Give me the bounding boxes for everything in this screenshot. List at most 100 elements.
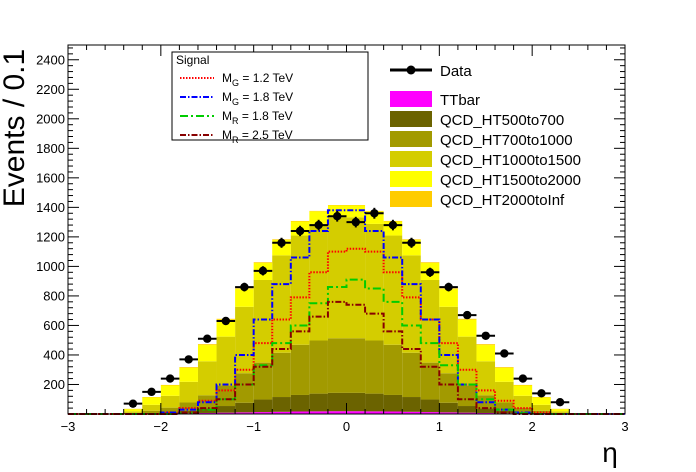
- legend-label-qcd-ht1500to2000: QCD_HT1500to2000: [440, 172, 581, 189]
- stack-bar-ttbar: [420, 412, 440, 414]
- stack-bar-qcd-ht500to700: [439, 402, 458, 413]
- legend-swatch-qcd-ht1000to1500: [390, 151, 432, 167]
- stack-bar-qcd-ht700to1000: [346, 338, 366, 393]
- stack-bar-qcd-ht1000to1500: [123, 411, 143, 413]
- stack-bar-qcd-ht500to700: [402, 397, 421, 412]
- stack-bar-qcd-ht700to1000: [253, 362, 273, 400]
- x-axis-label: η: [602, 437, 618, 468]
- legend-label-qcd-ht700to1000: QCD_HT700to1000: [440, 132, 573, 149]
- stack-bar-ttbar: [346, 411, 366, 414]
- stack-bar-qcd-ht700to1000: [235, 373, 254, 403]
- legend-swatch-qcd-ht500to700: [390, 111, 432, 127]
- legend-label-ttbar: TTbar: [440, 92, 480, 109]
- stack-bar-qcd-ht500to700: [290, 394, 310, 412]
- stack-bar-qcd-ht2000toinf: [197, 344, 217, 346]
- x-tick-label: 2: [529, 419, 536, 434]
- stack-bar-qcd-ht1000to1500: [290, 235, 310, 345]
- stack-bar-ttbar: [290, 411, 310, 414]
- stack-bar-qcd-ht2000toinf: [179, 367, 198, 368]
- stack-bar-qcd-ht700to1000: [439, 373, 458, 403]
- stack-bar-qcd-ht1500to2000: [197, 345, 217, 362]
- stack-bar-qcd-ht700to1000: [142, 410, 161, 413]
- stack-bar-qcd-ht1000to1500: [550, 411, 570, 413]
- stack-bar-qcd-ht500to700: [216, 406, 236, 413]
- data-points: [123, 207, 570, 408]
- stack-bar-qcd-ht700to1000: [457, 385, 477, 407]
- y-tick-label: 1800: [36, 141, 65, 156]
- x-tick-label: −2: [153, 419, 168, 434]
- data-point: [351, 217, 360, 227]
- data-point: [333, 212, 342, 221]
- data-point: [221, 316, 231, 326]
- stack-bar-ttbar: [253, 412, 273, 414]
- stack-bar-qcd-ht1500to2000: [457, 319, 477, 337]
- data-point: [425, 268, 435, 277]
- legend-swatch-ttbar: [390, 91, 432, 107]
- stack-bar-qcd-ht500to700: [327, 392, 347, 412]
- stack-bar-qcd-ht2000toinf: [290, 220, 310, 222]
- stack-bar-qcd-ht1000to1500: [383, 235, 403, 345]
- y-tick-label: 2400: [36, 52, 65, 67]
- stack-bar-qcd-ht2000toinf: [513, 384, 533, 386]
- stack-bar-qcd-ht1500to2000: [495, 367, 514, 382]
- data-point: [165, 374, 175, 383]
- stack-bar-qcd-ht1000to1500: [160, 395, 180, 408]
- data-point: [537, 389, 546, 398]
- stack-bar-qcd-ht1000to1500: [457, 336, 477, 386]
- stack-bar-qcd-ht1000to1500: [365, 223, 384, 341]
- stack-bar-qcd-ht1000to1500: [179, 381, 198, 403]
- signal-legend: Signal MG = 1.2 TeV MG = 1.8 TeV MR = 1.8 …: [171, 51, 369, 145]
- data-point: [258, 266, 268, 276]
- stack-bar-qcd-ht1000to1500: [439, 306, 458, 374]
- signal-legend-label: MG = 1.8 TeV: [222, 90, 293, 107]
- data-point: [314, 220, 323, 230]
- stack-bar-qcd-ht1500to2000: [179, 367, 198, 382]
- data-point: [184, 355, 193, 364]
- stack-bar-ttbar: [476, 412, 496, 414]
- x-tick-label: 0: [343, 419, 350, 434]
- stack-bar-qcd-ht1000to1500: [513, 395, 533, 408]
- stack-bar-qcd-ht1000to1500: [402, 255, 421, 353]
- stack-bar-qcd-ht700to1000: [290, 344, 310, 395]
- stack-bar-qcd-ht700to1000: [365, 340, 384, 394]
- stack-bar-qcd-ht500to700: [197, 408, 217, 413]
- stack-bar-qcd-ht1500to2000: [346, 205, 366, 218]
- main-legend: Data TTbar QCD_HT500to700 QCD_HT700to1000 QC…: [390, 63, 581, 209]
- stack-bar-qcd-ht2000toinf: [253, 262, 273, 264]
- stack-bar-qcd-ht1500to2000: [532, 397, 551, 405]
- stack-bar-qcd-ht700to1000: [179, 402, 198, 411]
- data-point: [277, 238, 286, 247]
- data-point: [128, 399, 138, 408]
- stack-bar-qcd-ht700to1000: [495, 402, 514, 411]
- legend-swatch-qcd-ht1500to2000: [390, 171, 432, 187]
- y-axis-label: Events / 0.1: [0, 49, 31, 207]
- y-tick-label: 400: [43, 347, 65, 362]
- stack-bar-qcd-ht500to700: [383, 394, 403, 412]
- stack-bar-qcd-ht1500to2000: [513, 385, 533, 396]
- data-point: [500, 349, 509, 358]
- stack-bar-ttbar: [197, 412, 217, 414]
- data-point: [388, 220, 398, 230]
- stack-bar-ttbar: [235, 412, 254, 414]
- stack-bar-qcd-ht1500to2000: [309, 211, 328, 224]
- signal-legend-label: MR = 2.5 TeV: [222, 128, 293, 145]
- stack-bar-ttbar: [309, 411, 328, 414]
- y-tick-label: 2200: [36, 82, 65, 97]
- stack-bar-qcd-ht1500to2000: [123, 409, 143, 412]
- y-tick-label: 2000: [36, 111, 65, 126]
- legend-label-qcd-ht1000to1500: QCD_HT1000to1500: [440, 152, 581, 169]
- stack-bar-qcd-ht500to700: [476, 408, 496, 413]
- stack-bar-ttbar: [457, 412, 477, 414]
- stack-bar-qcd-ht1000to1500: [197, 361, 217, 396]
- data-point: [407, 238, 416, 247]
- data-point: [518, 374, 528, 383]
- stack-bar-qcd-ht500to700: [179, 410, 198, 414]
- data-point: [462, 310, 472, 320]
- stack-bar-qcd-ht1500to2000: [439, 289, 458, 307]
- y-tick-label: 200: [43, 377, 65, 392]
- stack-bar-qcd-ht2000toinf: [476, 344, 496, 346]
- stack-bar-qcd-ht500to700: [235, 402, 254, 413]
- data-point: [240, 282, 249, 292]
- data-point: [444, 282, 453, 292]
- signal-legend-label: MR = 1.8 TeV: [222, 109, 293, 126]
